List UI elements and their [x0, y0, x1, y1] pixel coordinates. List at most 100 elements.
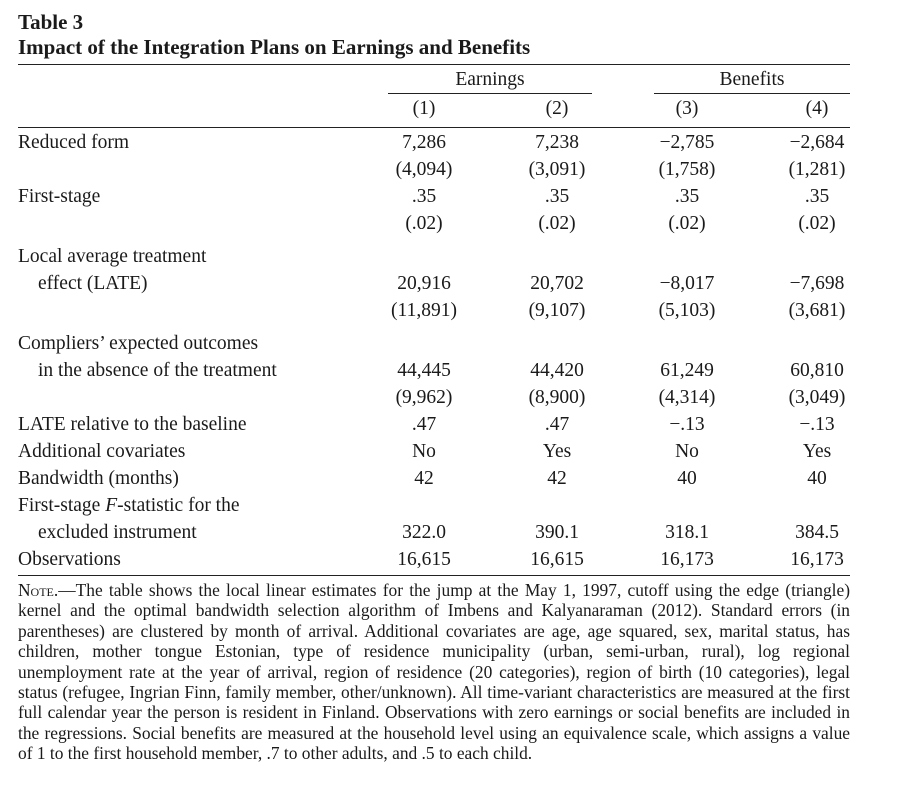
column-number: (3)	[675, 98, 699, 119]
column-number-row: (1) (2) (3) (4)	[18, 93, 850, 123]
table-cell: 7,286	[402, 132, 446, 153]
table-cell: 16,173	[790, 549, 844, 570]
table-row: effect (LATE) 20,916 20,702 −8,017 −7,698	[18, 270, 850, 297]
table-cell: 40	[807, 468, 827, 489]
table-cell: 16,615	[397, 549, 451, 570]
table-row: First-stage F-statistic for the	[18, 492, 850, 519]
table-row: LATE relative to the baseline .47 .47 −.13 −…	[18, 411, 850, 438]
table-cell: −8,017	[659, 273, 715, 294]
table-row: (9,962) (8,900) (4,314) (3,049)	[18, 384, 850, 411]
table-cell: 42	[414, 468, 434, 489]
table-row: Observations 16,615 16,615 16,173 16,173	[18, 546, 850, 573]
table-cell: (.02)	[798, 213, 836, 234]
table-cell: .35	[411, 186, 437, 207]
group-header-earnings: Earnings	[455, 69, 525, 90]
table-cell: (4,314)	[658, 387, 716, 408]
column-number: (2)	[545, 98, 569, 119]
table-cell: (.02)	[668, 213, 706, 234]
table-cell: 318.1	[665, 522, 709, 543]
table-cell: (8,900)	[528, 387, 586, 408]
table-cell: 16,173	[660, 549, 714, 570]
table-row: Reduced form 7,286 7,238 −2,785 −2,684	[18, 129, 850, 156]
row-label: Local average treatment	[18, 246, 207, 267]
header-rule	[18, 127, 850, 128]
row-label: First-stage F-statistic for the	[18, 495, 240, 516]
table-container: Table 3 Impact of the Integration Plans …	[18, 10, 850, 764]
table-row: Local average treatment	[18, 243, 850, 270]
table-row: Additional covariates No Yes No Yes	[18, 438, 850, 465]
table-row: Compliers’ expected outcomes	[18, 330, 850, 357]
table-cell: .47	[411, 414, 437, 435]
group-header-row: Earnings Benefits	[18, 65, 850, 94]
top-rule	[18, 64, 850, 65]
table-cell: (5,103)	[658, 300, 716, 321]
table-cell: 44,445	[397, 360, 451, 381]
table-cell: −.13	[799, 414, 835, 435]
table-cell: .47	[544, 414, 570, 435]
table-row: First-stage .35 .35 .35 .35	[18, 183, 850, 210]
note-label: Note.	[18, 580, 59, 600]
table-cell: Yes	[802, 441, 832, 462]
row-label: in the absence of the treatment	[38, 360, 277, 381]
table-cell: 60,810	[790, 360, 844, 381]
table-cell: No	[675, 441, 699, 462]
row-label: Additional covariates	[18, 441, 186, 462]
table-row: (11,891) (9,107) (5,103) (3,681)	[18, 297, 850, 324]
table-cell: (4,094)	[395, 159, 453, 180]
row-label: Compliers’ expected outcomes	[18, 333, 259, 354]
table-cell: 61,249	[660, 360, 714, 381]
row-label: First-stage	[18, 186, 101, 207]
table-cell: No	[412, 441, 436, 462]
table-cell: 20,702	[530, 273, 584, 294]
earnings-underline	[388, 93, 592, 94]
table-row: (.02) (.02) (.02) (.02)	[18, 210, 850, 237]
table-cell: .35	[544, 186, 570, 207]
note-text: —The table shows the local linear estima…	[18, 580, 850, 764]
benefits-underline	[654, 93, 850, 94]
table-cell: 7,238	[535, 132, 579, 153]
table-cell: (.02)	[405, 213, 443, 234]
table-cell: 42	[547, 468, 567, 489]
table-cell: −7,698	[789, 273, 845, 294]
table-note: Note.—The table shows the local linear e…	[18, 580, 850, 764]
row-label: excluded instrument	[38, 522, 197, 543]
table-cell: 44,420	[530, 360, 584, 381]
table-cell: −.13	[669, 414, 705, 435]
table-title: Impact of the Integration Plans on Earni…	[18, 35, 531, 59]
table-body: Earnings Benefits (1) (2) (3) (4) Reduce…	[18, 65, 850, 573]
table-row: Bandwidth (months) 42 42 40 40	[18, 465, 850, 492]
table-rows: Reduced form 7,286 7,238 −2,785 −2,684 (4,094…	[18, 129, 850, 573]
table-cell: .35	[804, 186, 830, 207]
row-label: Observations	[18, 549, 121, 570]
group-header-benefits: Benefits	[719, 69, 785, 90]
table-cell: (3,681)	[788, 300, 846, 321]
table-row: excluded instrument 322.0 390.1 318.1 384.5	[18, 519, 850, 546]
column-number: (4)	[805, 98, 829, 119]
table-cell: (1,758)	[658, 159, 716, 180]
row-label: Reduced form	[18, 132, 130, 153]
table-cell: (11,891)	[391, 300, 457, 321]
table-cell: 20,916	[397, 273, 451, 294]
table-cell: (3,091)	[528, 159, 586, 180]
table-cell: .35	[674, 186, 700, 207]
table-cell: 16,615	[530, 549, 584, 570]
column-number: (1)	[412, 98, 436, 119]
table-cell: 390.1	[535, 522, 579, 543]
row-label: LATE relative to the baseline	[18, 414, 247, 435]
table-cell: (9,962)	[395, 387, 453, 408]
table-cell: 384.5	[795, 522, 839, 543]
table-cell: (1,281)	[788, 159, 846, 180]
table-number: Table 3	[18, 10, 84, 34]
bottom-rule	[18, 575, 850, 576]
table-cell: 322.0	[402, 522, 446, 543]
table-row: (4,094) (3,091) (1,758) (1,281)	[18, 156, 850, 183]
table-cell: (.02)	[538, 213, 576, 234]
table-cell: −2,785	[659, 132, 715, 153]
table-cell: −2,684	[789, 132, 845, 153]
row-label: Bandwidth (months)	[18, 468, 179, 489]
table-cell: (3,049)	[788, 387, 846, 408]
table-cell: 40	[677, 468, 697, 489]
table-row: in the absence of the treatment 44,445 44,…	[18, 357, 850, 384]
row-label: effect (LATE)	[38, 273, 148, 294]
table-cell: (9,107)	[528, 300, 586, 321]
